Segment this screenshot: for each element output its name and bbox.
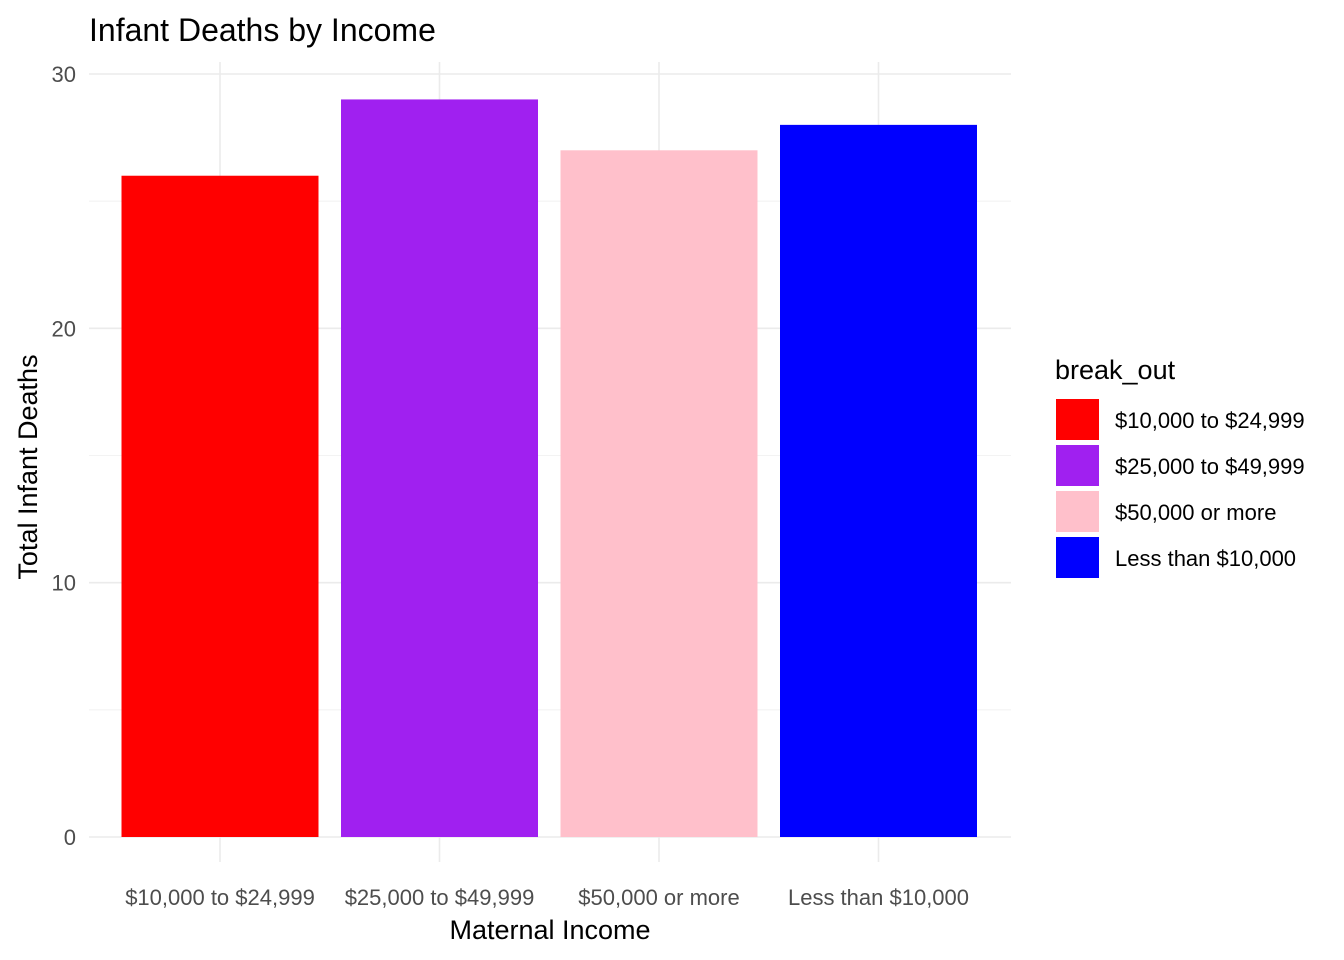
x-tick-label: $25,000 to $49,999 bbox=[345, 885, 535, 910]
legend-label: $50,000 or more bbox=[1115, 500, 1276, 525]
x-tick-label: Less than $10,000 bbox=[788, 885, 969, 910]
bar bbox=[121, 175, 319, 837]
y-axis-title: Total Infant Deaths bbox=[13, 354, 43, 579]
legend-entry: $10,000 to $24,999 bbox=[1056, 399, 1305, 440]
bar bbox=[780, 124, 977, 837]
legend: break_out $10,000 to $24,999 $25,000 to $… bbox=[1055, 355, 1305, 578]
y-tick-label: 30 bbox=[52, 62, 76, 87]
x-axis-title: Maternal Income bbox=[449, 915, 650, 945]
legend-swatch bbox=[1056, 537, 1099, 578]
x-axis-ticks: $10,000 to $24,999 $25,000 to $49,999 $50,… bbox=[125, 885, 969, 910]
y-tick-label: 0 bbox=[64, 825, 76, 850]
legend-entry: $25,000 to $49,999 bbox=[1056, 445, 1305, 486]
legend-swatch bbox=[1056, 399, 1099, 440]
legend-label: $10,000 to $24,999 bbox=[1115, 408, 1305, 433]
legend-entry: $50,000 or more bbox=[1056, 491, 1276, 532]
legend-entry: Less than $10,000 bbox=[1056, 537, 1296, 578]
legend-title: break_out bbox=[1055, 355, 1176, 385]
bars bbox=[121, 99, 977, 838]
legend-label: $25,000 to $49,999 bbox=[1115, 454, 1305, 479]
bar bbox=[341, 99, 538, 837]
y-tick-label: 20 bbox=[52, 316, 76, 341]
legend-label: Less than $10,000 bbox=[1115, 546, 1296, 571]
x-tick-label: $50,000 or more bbox=[578, 885, 739, 910]
x-tick-label: $10,000 to $24,999 bbox=[125, 885, 315, 910]
legend-swatch bbox=[1056, 491, 1099, 532]
y-tick-label: 10 bbox=[52, 571, 76, 596]
chart-title: Infant Deaths by Income bbox=[89, 12, 436, 48]
y-axis-ticks: 0 10 20 30 bbox=[52, 62, 76, 850]
bar bbox=[560, 150, 758, 838]
legend-swatch bbox=[1056, 445, 1099, 486]
